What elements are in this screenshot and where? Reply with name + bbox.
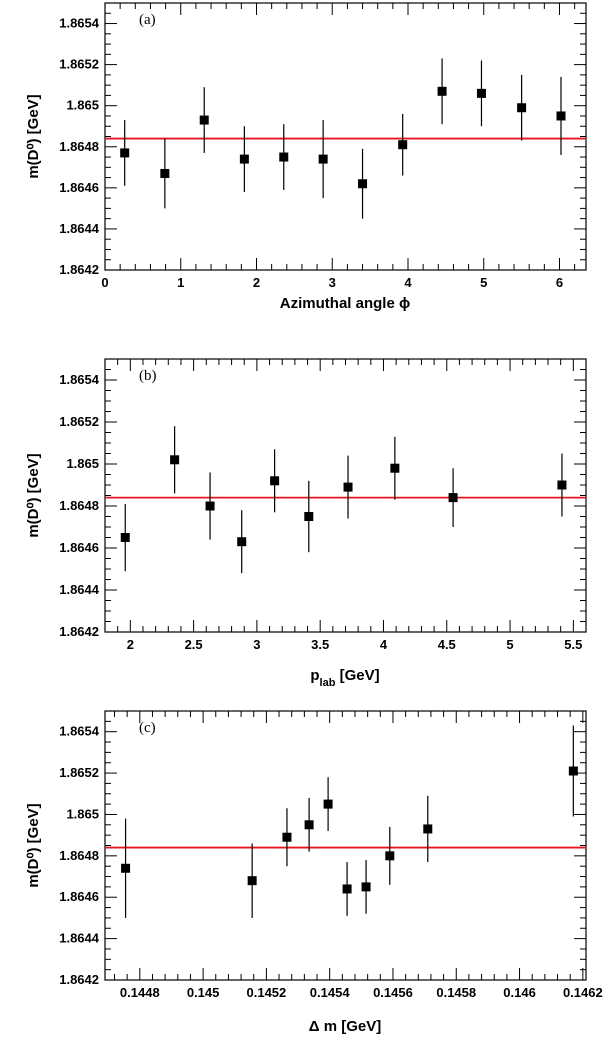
x-tick-label: 3.5 bbox=[311, 637, 329, 652]
x-tick-label: 0.1458 bbox=[436, 985, 476, 1000]
y-tick-label: 1.8644 bbox=[59, 582, 100, 597]
y-tick-label: 1.865 bbox=[66, 98, 99, 113]
x-tick-label: 0.1454 bbox=[310, 985, 351, 1000]
y-tick-label: 1.865 bbox=[66, 806, 99, 821]
x-tick-label: 0.145 bbox=[187, 985, 220, 1000]
y-axis-title: m(D⁰) [GeV] bbox=[25, 803, 42, 887]
data-point bbox=[448, 493, 458, 503]
x-tick-label: 5 bbox=[480, 275, 487, 290]
x-axis-title-subscript: lab bbox=[320, 677, 336, 689]
data-point bbox=[390, 463, 400, 473]
data-point bbox=[568, 766, 578, 776]
y-tick-label: 1.8644 bbox=[59, 931, 100, 946]
data-point bbox=[398, 140, 408, 150]
y-tick-label: 1.8652 bbox=[59, 414, 99, 429]
x-tick-label: 0.146 bbox=[503, 985, 536, 1000]
data-point bbox=[170, 455, 180, 465]
data-point bbox=[205, 501, 215, 511]
panel-label: (c) bbox=[139, 720, 156, 736]
x-axis-title-suffix: [GeV] bbox=[335, 667, 379, 684]
data-point bbox=[517, 103, 527, 113]
data-point bbox=[120, 148, 130, 158]
data-point bbox=[160, 168, 170, 178]
x-tick-label: 4 bbox=[380, 637, 388, 652]
data-point bbox=[304, 512, 314, 521]
x-tick-label: 2.5 bbox=[185, 637, 203, 652]
y-tick-label: 1.8648 bbox=[59, 139, 99, 154]
x-tick-label: 1 bbox=[177, 275, 184, 290]
x-tick-label: 0.1448 bbox=[120, 985, 160, 1000]
data-point bbox=[343, 482, 353, 492]
x-tick-label: 5 bbox=[506, 637, 513, 652]
data-point bbox=[557, 480, 567, 490]
x-tick-label: 0.1452 bbox=[247, 985, 287, 1000]
y-tick-label: 1.8644 bbox=[59, 221, 100, 236]
panel-label: (b) bbox=[139, 368, 157, 384]
data-point bbox=[237, 537, 247, 547]
data-point bbox=[304, 820, 314, 830]
y-tick-label: 1.8642 bbox=[59, 972, 99, 987]
data-point bbox=[239, 154, 249, 164]
chart-panel-c: 1.8642 1.8644 1.8646 1.8648 1.865 1.8652 1.865… bbox=[25, 710, 603, 1035]
y-tick-label: 1.8654 bbox=[59, 16, 100, 31]
data-point bbox=[199, 115, 209, 125]
x-tick-label: 0.1462 bbox=[563, 985, 603, 1000]
data-point bbox=[342, 884, 352, 894]
data-point bbox=[358, 179, 368, 189]
data-point bbox=[279, 152, 289, 162]
y-tick-label: 1.8646 bbox=[59, 889, 99, 904]
data-point bbox=[437, 86, 447, 96]
x-tick-label: 0.1456 bbox=[373, 985, 413, 1000]
data-point bbox=[121, 863, 131, 873]
x-axis-title: Δ m [GeV] bbox=[309, 1018, 381, 1035]
x-tick-label: 6 bbox=[556, 275, 563, 290]
plot-frame bbox=[104, 710, 587, 981]
data-point bbox=[423, 824, 433, 834]
data-point bbox=[323, 799, 333, 809]
x-tick-label: 4 bbox=[404, 275, 412, 290]
y-tick-label: 1.8648 bbox=[59, 498, 99, 513]
y-tick-label: 1.8654 bbox=[59, 724, 100, 739]
x-tick-label: 0 bbox=[101, 275, 108, 290]
data-point bbox=[476, 88, 486, 98]
y-tick-label: 1.8642 bbox=[59, 624, 99, 639]
x-axis-title: Azimuthal angle ϕ bbox=[280, 295, 410, 312]
x-tick-label: 5.5 bbox=[564, 637, 582, 652]
data-point bbox=[556, 111, 566, 121]
y-tick-label: 1.8652 bbox=[59, 57, 99, 72]
data-point bbox=[282, 832, 292, 842]
x-tick-label: 2 bbox=[127, 637, 134, 652]
data-point bbox=[270, 476, 280, 486]
y-axis-title: m(D⁰) [GeV] bbox=[25, 453, 42, 537]
data-point bbox=[120, 533, 130, 542]
x-axis-title-main: p bbox=[310, 667, 319, 684]
y-tick-label: 1.8642 bbox=[59, 262, 99, 277]
plot-frame bbox=[104, 358, 587, 633]
data-point bbox=[385, 851, 395, 861]
panel-label: (a) bbox=[139, 12, 156, 28]
chart-panel-a: 1.8642 1.8644 1.8646 1.8648 1.865 1.8652 1.865… bbox=[25, 2, 587, 312]
y-tick-label: 1.865 bbox=[66, 456, 99, 471]
x-tick-label: 3 bbox=[253, 637, 260, 652]
x-tick-label: 2 bbox=[253, 275, 260, 290]
plot-frame bbox=[104, 2, 587, 271]
chart-panel-b: 1.8642 1.8644 1.8646 1.8648 1.865 1.8652 1.865… bbox=[25, 358, 587, 689]
y-tick-label: 1.8646 bbox=[59, 540, 99, 555]
x-tick-label: 3 bbox=[329, 275, 336, 290]
y-axis-title: m(D⁰) [GeV] bbox=[25, 94, 42, 178]
x-tick-label: 4.5 bbox=[438, 637, 456, 652]
data-point bbox=[247, 876, 257, 886]
x-axis-title: plab [GeV] bbox=[310, 667, 379, 689]
y-tick-label: 1.8654 bbox=[59, 372, 100, 387]
y-tick-label: 1.8646 bbox=[59, 180, 99, 195]
data-point bbox=[361, 882, 371, 892]
y-tick-label: 1.8652 bbox=[59, 765, 99, 780]
y-tick-label: 1.8648 bbox=[59, 848, 99, 863]
data-point bbox=[318, 154, 328, 164]
